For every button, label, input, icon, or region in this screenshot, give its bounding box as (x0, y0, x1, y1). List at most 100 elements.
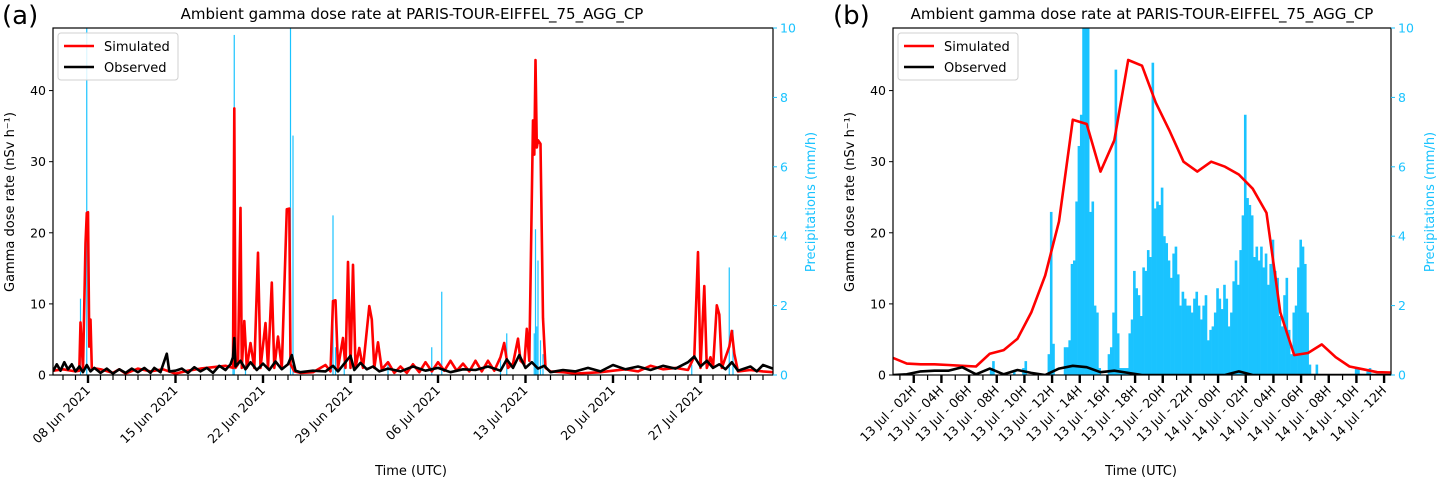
precip-bar (1195, 291, 1199, 375)
precip-bar (1290, 354, 1293, 375)
x-tick-label: 08 Jun 2021 (29, 383, 93, 447)
y2-tick-label: 4 (780, 229, 788, 244)
legend-label-simulated: Simulated (104, 40, 170, 55)
y2-tick-label: 6 (1398, 159, 1406, 174)
precip-bar (537, 260, 539, 375)
precip-bar (1176, 274, 1180, 375)
precip-bar (1116, 333, 1120, 375)
precip-bar (536, 326, 538, 375)
x-axis-a: 08 Jun 2021 15 Jun 2021 22 Jun 2021 29 Jun … (29, 375, 764, 447)
precip-bar (1153, 208, 1157, 375)
y-tick-label: 30 (30, 154, 46, 169)
precip-bar (441, 291, 443, 375)
precip-bar (1188, 305, 1192, 375)
precip-bar (1220, 309, 1224, 375)
precip-bar (1301, 246, 1305, 375)
y2-tick-label: 8 (1398, 90, 1406, 105)
precip-bar (1193, 298, 1196, 375)
x-tick-label: 20 Jul 2021 (557, 383, 618, 444)
y-tick-label: 20 (30, 225, 46, 240)
precip-bar (1146, 250, 1150, 375)
precip-bar (1130, 319, 1134, 375)
precip-bar (431, 347, 433, 375)
precip-bar (1156, 201, 1159, 375)
precip-bar (1075, 201, 1078, 375)
precip-bar (1084, 28, 1088, 375)
precip-bar (1052, 343, 1055, 375)
y2-tick-label: 0 (780, 368, 788, 383)
precip-bar (1283, 295, 1286, 375)
y2-axis-b: 0 2 4 6 8 10 (1391, 21, 1414, 383)
panel-label-b: (b) (833, 1, 870, 31)
y2-tick-label: 0 (1398, 368, 1406, 383)
precip-bar (1357, 368, 1360, 375)
precip-bar (1257, 260, 1261, 375)
x-tick-label: 06 Jul 2021 (382, 383, 443, 444)
x-tick-label: 13 Jul 2021 (470, 383, 531, 444)
y2-axis-a: 0 2 4 6 8 10 (773, 21, 796, 383)
precip-bar (1250, 215, 1254, 375)
precip-bar (1239, 250, 1242, 375)
y-tick-label: 10 (30, 296, 46, 311)
precip-bar (1260, 246, 1263, 375)
y2-tick-label: 10 (1398, 21, 1414, 36)
precip-bar (1206, 340, 1210, 375)
precip-bar (1089, 211, 1092, 375)
precip-bar (1255, 246, 1259, 375)
precip-bar (1167, 260, 1171, 375)
series-line-observed (53, 336, 773, 375)
precip-bar (1174, 246, 1178, 375)
precip-bar (499, 354, 502, 375)
lines-a (53, 58, 773, 375)
precip-bar (1267, 284, 1270, 375)
precip-bar (1262, 267, 1266, 375)
precip-bar (1287, 329, 1291, 375)
y-tick-label: 40 (870, 83, 886, 98)
x-tick-label: 27 Jul 2021 (645, 383, 706, 444)
precip-bar (1047, 354, 1051, 375)
panel-a: (a) Ambient gamma dose rate at PARIS-TOU… (2, 1, 819, 479)
precip-bar (1204, 295, 1208, 375)
precip-bar (1077, 145, 1081, 375)
y-tick-label: 20 (870, 225, 886, 240)
precip-bar (1114, 69, 1118, 375)
series-line-observed (893, 364, 1391, 375)
precip-bar (1271, 239, 1275, 375)
y2-tick-label: 8 (780, 90, 788, 105)
precip-bar (1165, 243, 1169, 375)
series-line-simulated (893, 58, 1391, 374)
precip-bar (1170, 277, 1173, 375)
precip-bar (1096, 312, 1099, 375)
precip-bar (1183, 298, 1187, 375)
x-tick-label: 29 Jun 2021 (292, 383, 356, 447)
precip-bar (1063, 347, 1067, 375)
precip-bar (1200, 319, 1203, 375)
y-tick-label: 0 (878, 368, 886, 383)
precip-bar (1024, 361, 1028, 375)
precip-bar (1135, 288, 1138, 375)
precip-bar (1172, 253, 1175, 375)
precip-bar (1216, 288, 1219, 375)
precip-bar (1107, 354, 1111, 375)
precip-bar (1248, 204, 1252, 375)
legend-label-observed: Observed (104, 61, 167, 76)
precip-bar (1144, 270, 1148, 375)
precip-bar (1149, 257, 1152, 375)
precip-bar (1230, 312, 1233, 375)
precip-bar (989, 368, 993, 375)
precip-bars-b (989, 28, 1372, 375)
precip-bar (1160, 187, 1164, 375)
y2-tick-label: 2 (780, 298, 788, 313)
precip-bar (542, 354, 544, 375)
precip-bar (232, 364, 234, 375)
y-tick-label: 30 (870, 154, 886, 169)
precip-bar (1269, 263, 1272, 375)
y-tick-label: 0 (38, 368, 46, 383)
precip-bar (1366, 371, 1370, 375)
precip-bar (1181, 291, 1185, 375)
x-axis-label-a: Time (UTC) (374, 464, 447, 479)
precip-bar (1308, 364, 1312, 375)
precip-bar (1049, 211, 1053, 375)
precip-bar (1306, 312, 1309, 375)
